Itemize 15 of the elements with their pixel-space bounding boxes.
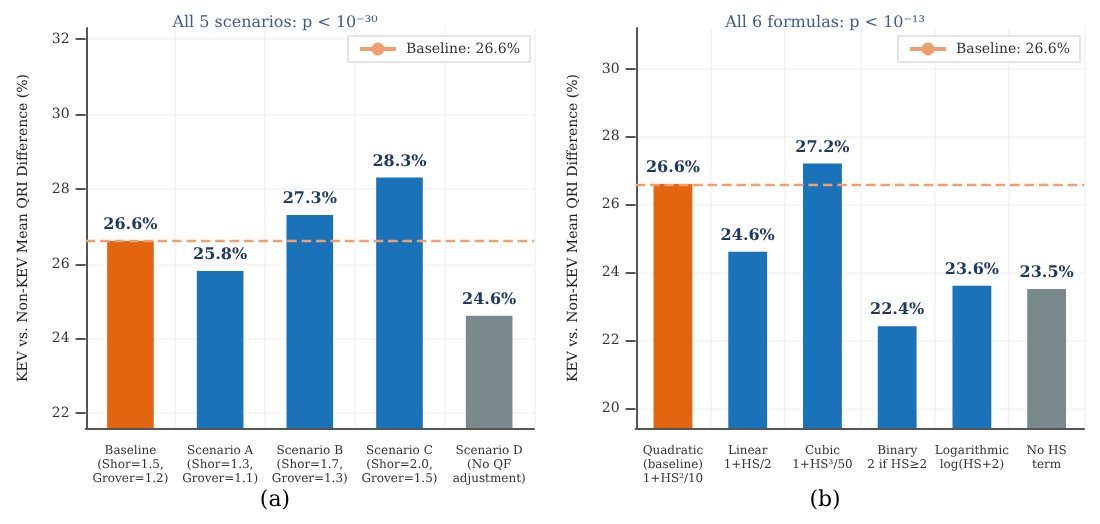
data-label: 26.6% [103, 213, 159, 234]
chart-title: All 5 scenarios: p < 10⁻³⁰ [170, 13, 378, 31]
data-label: 22.4% [870, 298, 926, 319]
data-label: 27.2% [795, 135, 851, 156]
data-label: 28.3% [372, 149, 428, 170]
text: (a) [259, 486, 291, 512]
data-label: 23.5% [1019, 261, 1075, 282]
text: (b) [809, 486, 841, 512]
data-label: 24.6% [720, 223, 776, 244]
chart-title: All 6 formulas: p < 10⁻¹³ [723, 13, 925, 31]
data-label: 25.8% [193, 242, 249, 263]
data-label: 27.3% [282, 186, 338, 207]
data-label: 24.6% [462, 287, 518, 308]
data-label: 23.6% [944, 257, 1000, 278]
data-label: 26.6% [645, 155, 701, 176]
